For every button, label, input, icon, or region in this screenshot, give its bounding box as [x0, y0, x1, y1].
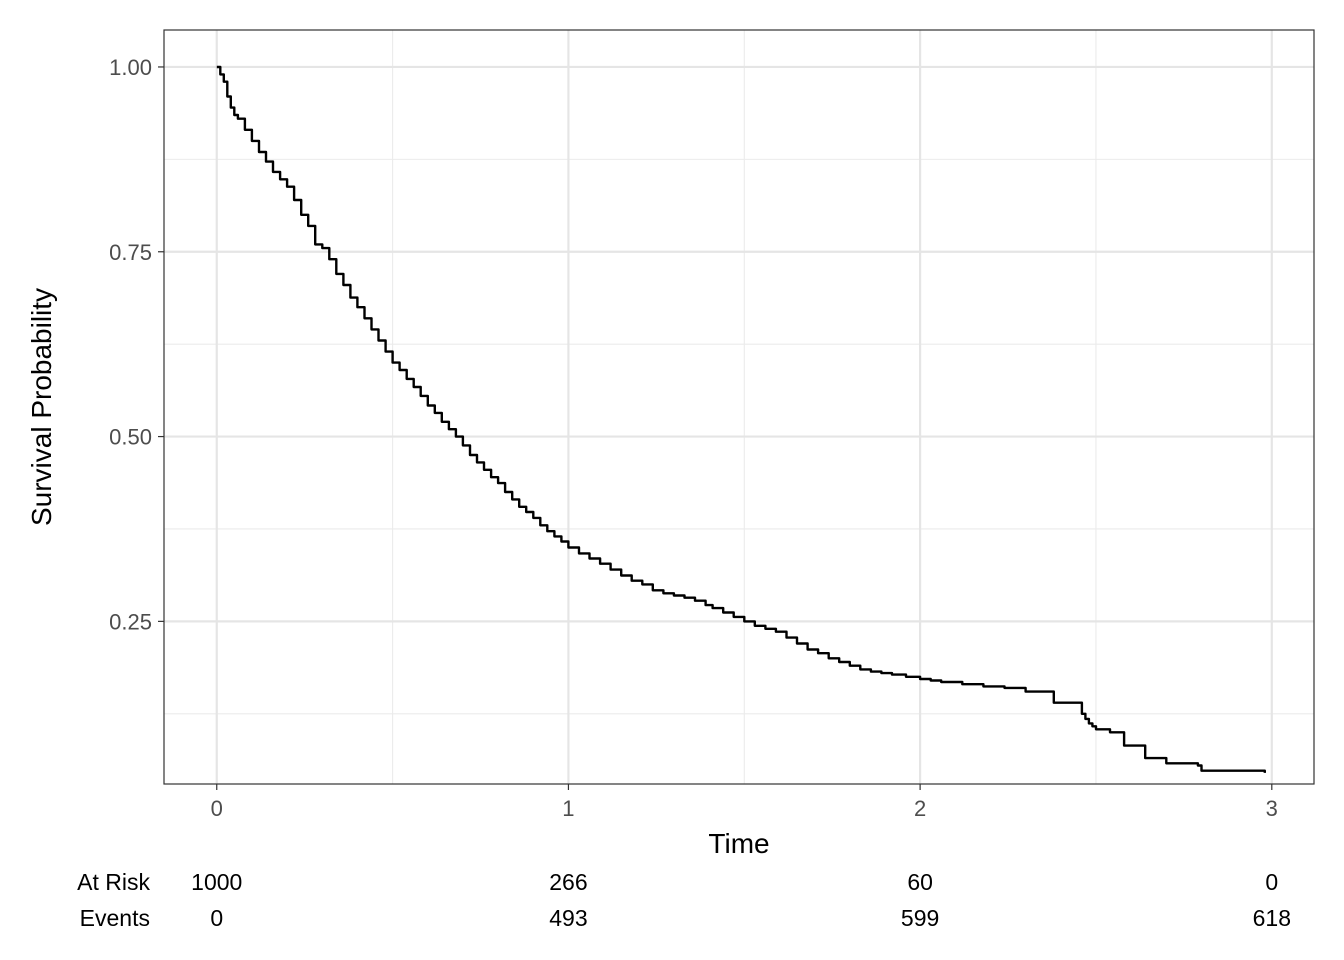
x-tick-label: 3 — [1266, 796, 1278, 821]
risk-row-value: 60 — [907, 869, 933, 895]
risk-row-value: 266 — [549, 869, 587, 895]
x-tick-label: 0 — [211, 796, 223, 821]
survival-curve-line — [216, 65, 1266, 773]
risk-row-label: At Risk — [77, 869, 150, 895]
x-axis: 0 1 2 3 — [211, 784, 1278, 821]
risk-row-value: 599 — [901, 905, 939, 931]
minor-gridlines — [164, 30, 1314, 784]
x-tick-label: 1 — [562, 796, 574, 821]
risk-row-value: 618 — [1253, 905, 1291, 931]
y-tick-label: 1.00 — [109, 55, 152, 80]
x-tick-label: 2 — [914, 796, 926, 821]
plot-panel-border — [163, 29, 1315, 785]
risk-row-value: 0 — [1265, 869, 1278, 895]
series-layer — [216, 65, 1266, 773]
risk-row-label: Events — [80, 905, 150, 931]
x-axis-title: Time — [708, 828, 769, 859]
y-tick-label: 0.25 — [109, 609, 152, 634]
y-tick-label: 0.75 — [109, 240, 152, 265]
y-axis: 0.25 0.50 0.75 1.00 — [109, 55, 164, 634]
major-gridlines — [164, 30, 1314, 784]
plot-background — [164, 30, 1314, 784]
y-tick-label: 0.50 — [109, 425, 152, 450]
y-axis-title: Survival Probability — [26, 288, 57, 526]
risk-row-value: 1000 — [191, 869, 242, 895]
risk-row-value: 0 — [210, 905, 223, 931]
risk-table: At Risk 1000 266 60 0 Events 0 493 599 618 — [77, 869, 1291, 931]
risk-row-value: 493 — [549, 905, 587, 931]
